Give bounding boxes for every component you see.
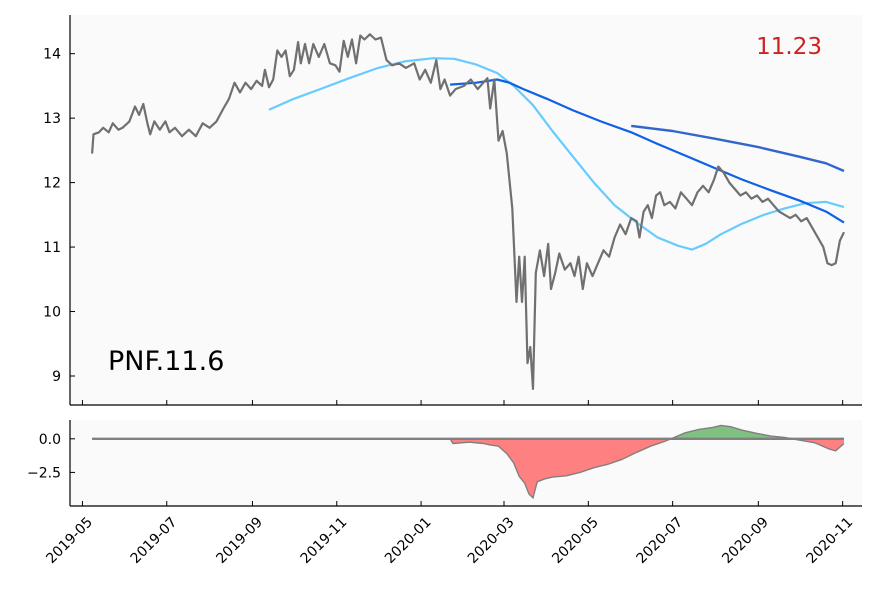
deviation-y-tick-label: 0.0 [39, 432, 61, 448]
deviation-plot-area [92, 424, 845, 500]
price-plot-area [91, 33, 845, 390]
deviation-outline [92, 424, 845, 500]
price-panel: 9 10 11 12 13 14 PNF.11.6 11.23 [43, 15, 862, 406]
y-tick-label: 12 [43, 176, 61, 192]
deviation-y-axis: 0.0 −2.5 [27, 432, 75, 481]
y-tick-label: 10 [43, 305, 61, 321]
price-line [91, 33, 845, 390]
y-tick-label: 13 [43, 111, 61, 127]
deviation-panel: 0.0 −2.5 2019-05 2019-07 2019-09 2019-11 2020… [27, 420, 862, 567]
x-tick-label: 2019-11 [298, 514, 351, 567]
positive-deviation-area [92, 425, 845, 439]
x-tick-label: 2020-11 [804, 514, 857, 567]
x-tick-label: 2019-09 [213, 514, 266, 567]
date-x-axis: 2019-05 2019-07 2019-09 2019-11 2020-01 2020-… [43, 501, 856, 567]
dark-blue-moving-average-line [631, 124, 845, 173]
x-tick-label: 2020-09 [719, 514, 772, 567]
y-tick-label: 9 [52, 369, 61, 385]
x-tick-label: 2020-03 [465, 514, 518, 567]
x-tick-label: 2020-05 [549, 514, 602, 567]
x-tick-label: 2020-01 [382, 514, 435, 567]
deviation-y-tick-label: −2.5 [27, 465, 61, 481]
x-tick-label: 2020-07 [634, 514, 687, 567]
y-tick-label: 14 [43, 47, 61, 63]
y-tick-label: 11 [43, 240, 61, 256]
price-x-ticks [81, 400, 844, 405]
blue-moving-average-line [450, 78, 845, 224]
x-tick-label: 2019-05 [43, 514, 96, 567]
ticker-label: PNF.11.6 [108, 346, 224, 377]
x-tick-label: 2019-07 [128, 514, 181, 567]
price-y-axis: 9 10 11 12 13 14 [43, 47, 75, 385]
price-panel-background [70, 15, 862, 405]
last-value-label: 11.23 [756, 34, 822, 60]
